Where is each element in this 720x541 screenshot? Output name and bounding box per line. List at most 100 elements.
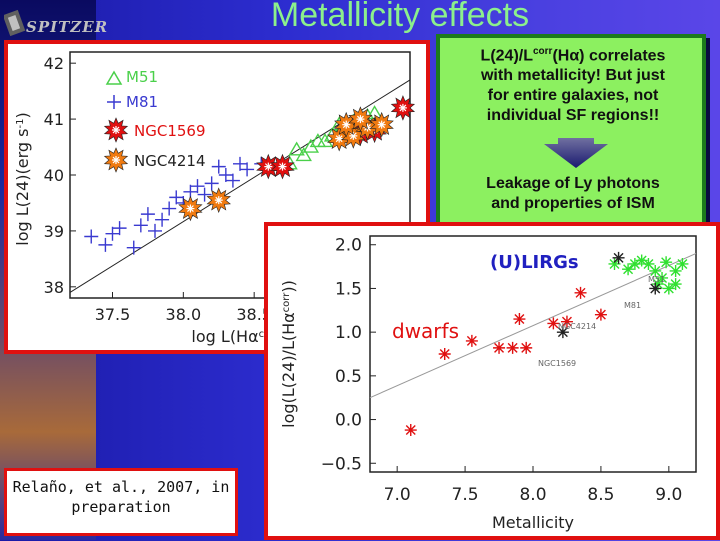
callout-lower-line1: Leakage of Ly photons	[486, 175, 660, 192]
nearby-point	[649, 282, 662, 295]
dwarfs-point	[438, 348, 451, 360]
down-arrow-icon	[544, 138, 608, 168]
plot1-ytick-label: 39	[44, 222, 64, 241]
citation-box: Relaño, et al., 2007, in preparation	[4, 468, 238, 536]
metallicity-plot-panel: 7.0 7.5 8.0 8.5 9.0 −0.5 0.0 0.5 1.0 1.5 2.0 (U)LI…	[264, 222, 720, 540]
ngc1569-point	[390, 95, 416, 121]
m81-point	[84, 229, 99, 244]
callout-lower-line2: and properties of ISM	[491, 195, 655, 212]
nearby-point	[612, 251, 625, 264]
ulirgs-point	[622, 263, 635, 276]
plot2-ytick-label: 2.0	[335, 236, 362, 256]
ulirgs-point	[662, 282, 675, 295]
m81-point	[148, 223, 162, 238]
plot2-ylabel: log(L(24)/L(Hαcorr))	[279, 280, 298, 428]
logo-text: SPITZER	[26, 18, 109, 36]
ulirgs-point	[669, 278, 682, 291]
nearby-point	[556, 326, 569, 339]
dwarfs-point	[547, 317, 560, 330]
ngc4214-point	[206, 187, 231, 214]
plot2-xtick-label: 7.0	[384, 485, 411, 505]
citation-line1: Relaño, et al., 2007, in	[12, 478, 230, 496]
plot1-ytick-label: 41	[44, 110, 64, 129]
m81-point	[197, 187, 212, 202]
m81-point	[105, 226, 120, 241]
annot-dwarfs: dwarfs	[392, 319, 459, 343]
plot2-ytick-label: −0.5	[321, 454, 362, 474]
callout-textbox: L(24)/Lcorr(Hα) correlates with metallic…	[436, 34, 706, 230]
telescope-icon	[2, 9, 26, 37]
ulirgs-point	[642, 257, 655, 270]
m81-point	[140, 207, 155, 222]
m81-point	[133, 218, 148, 233]
dwarfs-point	[513, 313, 526, 326]
plot2-ytick-label: 1.0	[335, 323, 362, 343]
annot-m81: M81	[624, 301, 641, 310]
ulirgs-point	[656, 271, 669, 284]
m81-point	[155, 212, 170, 227]
plot2-xtick-label: 7.5	[452, 485, 479, 505]
plot2-xtick-label: 8.0	[519, 485, 546, 505]
plot1-ytick-label: 42	[44, 54, 64, 73]
slide-title: Metallicity effects	[270, 0, 530, 34]
luminosity-scatter-chart: 37.538.038.5393839404142 M51 M81 NGC1569…	[13, 51, 416, 346]
dwarfs-point	[506, 341, 519, 354]
ngc4214-point	[348, 106, 373, 132]
plot1-ytick-label: 38	[44, 278, 64, 297]
metallicity-scatter-chart: 7.0 7.5 8.0 8.5 9.0 −0.5 0.0 0.5 1.0 1.5 2.0 (U)LI…	[279, 235, 697, 532]
annot-m51: M51	[648, 275, 665, 284]
m81-point	[218, 168, 233, 182]
legend-m81-label: M81	[126, 93, 158, 111]
annot-ngc1569: NGC1569	[538, 359, 576, 368]
m81-point	[225, 173, 240, 188]
callout-line4: individual SF regions!!	[486, 107, 660, 125]
ulirgs-point	[669, 264, 682, 277]
dwarfs-point	[560, 315, 573, 328]
legend-ngc1569-label: NGC1569	[134, 122, 206, 140]
legend-ngc4214-label: NGC4214	[134, 152, 206, 170]
m81-point	[240, 162, 255, 177]
legend-ngc1569-burst	[103, 117, 129, 143]
annot-ngc4214: NGC4214	[558, 322, 596, 331]
legend-ngc1569-marker	[103, 117, 129, 143]
ulirgs-point	[628, 257, 641, 270]
m81-point	[162, 201, 177, 216]
plot2-xtick-label: 8.5	[587, 485, 614, 505]
plot1-ytick-label: 40	[44, 166, 64, 185]
plot1-xtick-label: 38.0	[166, 305, 202, 324]
m81-point	[169, 190, 184, 205]
ngc4214-point	[334, 111, 359, 138]
plot2-ytick-label: 0.5	[335, 367, 362, 387]
plot1-ylabel: log L(24)(erg s-1)	[13, 112, 32, 245]
callout-line1a: L(24)/L	[480, 47, 533, 65]
plot2-xtick-label: 9.0	[655, 485, 682, 505]
m81-point	[126, 240, 141, 255]
dwarfs-point	[493, 341, 506, 354]
m81-point	[211, 159, 226, 174]
dwarfs-point	[594, 308, 607, 321]
m81-point	[204, 176, 219, 191]
ngc1569-point	[270, 153, 295, 180]
m81-point	[190, 179, 205, 194]
plot2-xlabel: Metallicity	[492, 513, 574, 532]
plot1-xtick-label: 38.5	[236, 305, 272, 324]
dwarfs-point	[404, 424, 417, 437]
plot2-fit-line	[369, 253, 697, 399]
plot1-legend: M51 M81 NGC1569 NGC4214	[103, 68, 206, 173]
callout-main-text: L(24)/Lcorr(Hα) correlates with metallic…	[446, 42, 700, 126]
legend-ngc4214-burst	[103, 147, 129, 173]
callout-line3: for entire galaxies, not	[487, 87, 659, 105]
plot2-ytick-label: 1.5	[335, 279, 362, 299]
citation-line2: preparation	[71, 498, 171, 516]
m51-point	[288, 141, 305, 156]
legend-m51-label: M51	[126, 68, 158, 86]
legend-m51-marker	[105, 70, 123, 85]
plot1-xtick-label: 37.5	[95, 305, 131, 324]
ulirgs-point	[649, 264, 662, 277]
callout-line1b: (Hα) correlates	[552, 47, 666, 65]
ngc4214-point	[369, 111, 394, 138]
plot2-ytick-label: 0.0	[335, 411, 362, 431]
legend-m81-marker	[107, 95, 121, 109]
spitzer-logo: SPITZER	[2, 8, 107, 38]
annot-lirgs: (U)LIRGs	[490, 252, 579, 273]
